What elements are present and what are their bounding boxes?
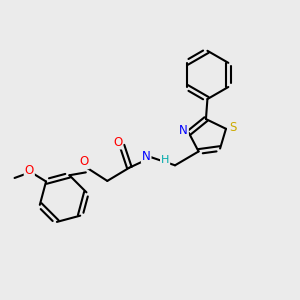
Text: O: O: [113, 136, 122, 148]
Text: N: N: [179, 124, 188, 137]
Text: H: H: [161, 155, 169, 165]
Text: O: O: [80, 155, 89, 168]
Text: S: S: [229, 121, 236, 134]
Text: N: N: [142, 150, 151, 163]
Text: O: O: [25, 164, 34, 177]
